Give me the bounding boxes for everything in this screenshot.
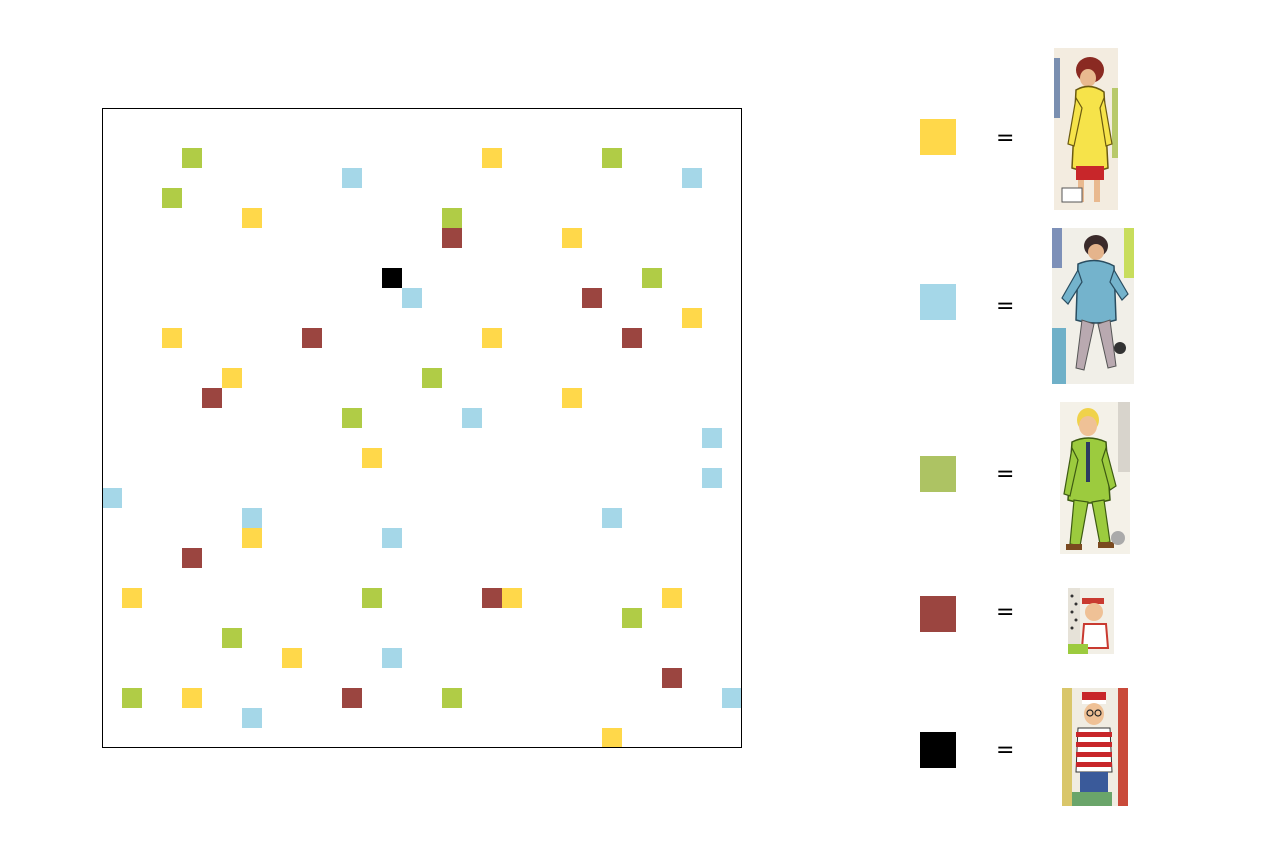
legend-swatch-blue [920,284,956,320]
legend-swatch-red [920,596,956,632]
legend-equals: = [996,126,1015,151]
waldo-striped-shirt-icon [1062,688,1128,806]
man-in-green-suit-icon [1060,402,1130,554]
cell-red [662,668,682,688]
legend-equals: = [996,738,1015,763]
cell-yellow [602,728,622,748]
cell-yellow [662,588,682,608]
cell-blue [382,528,402,548]
cell-green [162,188,182,208]
cell-yellow [222,368,242,388]
cell-blue [382,648,402,668]
cell-red [582,288,602,308]
legend-equals: = [996,600,1015,625]
cell-yellow [182,688,202,708]
cell-yellow [482,148,502,168]
small-crowd-face-icon [1068,588,1114,654]
cell-red [622,328,642,348]
legend-swatch-yellow [920,119,956,155]
cell-blue [682,168,702,188]
cell-red [302,328,322,348]
cell-yellow [162,328,182,348]
cell-blue [702,468,722,488]
legend-row-black: = [900,688,1160,806]
legend-equals: = [996,462,1015,487]
cell-yellow [502,588,522,608]
cell-blue [242,508,262,528]
waldo-marker [382,268,402,288]
cell-yellow [362,448,382,468]
cell-red [442,228,462,248]
cell-yellow [682,308,702,328]
legend-row-blue: = [900,228,1160,384]
grid-panel [102,108,742,748]
cell-red [202,388,222,408]
legend-row-yellow: = [900,48,1160,210]
cell-yellow [122,588,142,608]
cell-green [342,408,362,428]
grid-border [102,108,742,748]
cell-blue [402,288,422,308]
cell-yellow [562,228,582,248]
cell-red [182,548,202,568]
cell-blue [102,488,122,508]
cell-blue [702,428,722,448]
legend-row-green: = [900,402,1160,554]
cell-yellow [242,528,262,548]
legend-swatch-green [920,456,956,492]
legend-swatch-black [920,732,956,768]
cell-green [602,148,622,168]
cell-green [422,368,442,388]
cell-green [642,268,662,288]
cell-red [482,588,502,608]
legend-row-red: = [900,588,1160,654]
cell-green [222,628,242,648]
cell-blue [342,168,362,188]
legend-equals: = [996,294,1015,319]
cell-red [342,688,362,708]
cell-blue [462,408,482,428]
woman-in-yellow-coat-icon [1054,48,1118,210]
cell-green [122,688,142,708]
cell-green [442,688,462,708]
cell-green [182,148,202,168]
cell-yellow [242,208,262,228]
grid-canvas [102,108,742,748]
cell-blue [242,708,262,728]
cell-green [442,208,462,228]
cell-yellow [562,388,582,408]
cell-blue [722,688,742,708]
man-in-blue-jacket-icon [1052,228,1134,384]
cell-yellow [282,648,302,668]
cell-blue [602,508,622,528]
cell-green [622,608,642,628]
cell-green [362,588,382,608]
cell-yellow [482,328,502,348]
